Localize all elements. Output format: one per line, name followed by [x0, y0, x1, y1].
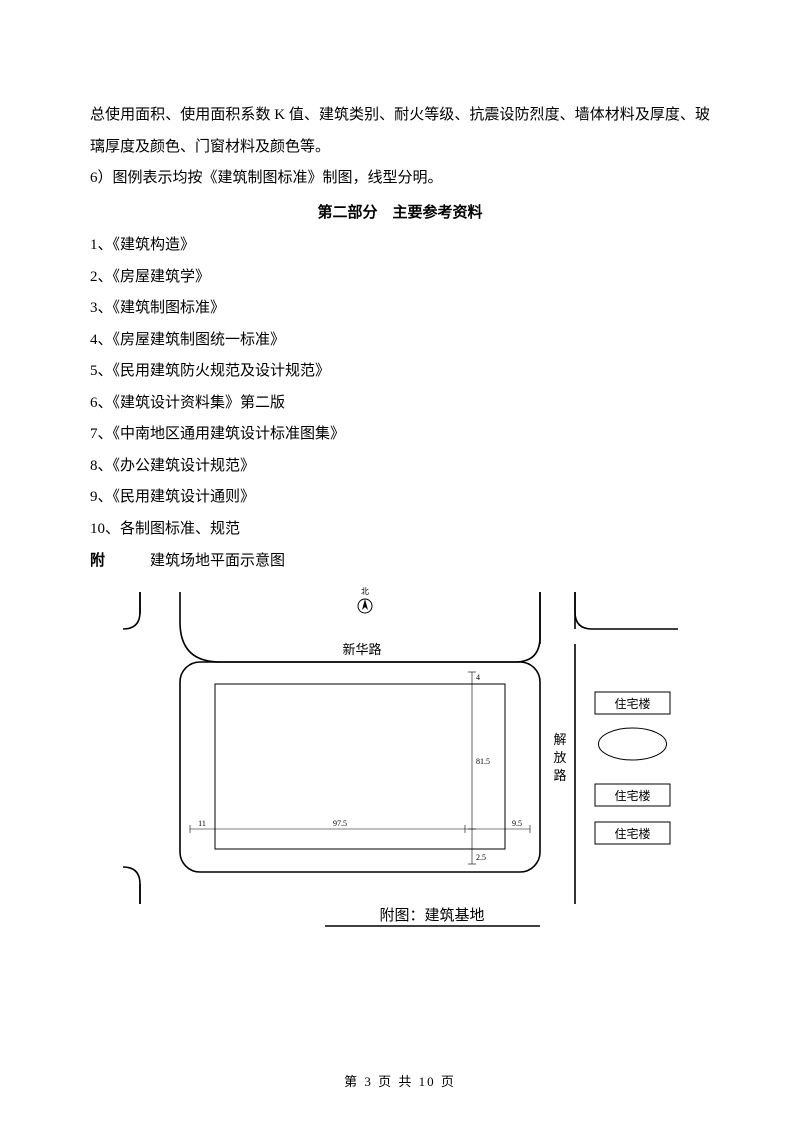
svg-text:97.5: 97.5: [333, 819, 347, 828]
svg-text:解: 解: [553, 732, 566, 747]
svg-text:北: 北: [361, 587, 369, 596]
reference-item: 5、《民用建筑防火规范及设计规范》: [90, 356, 710, 388]
svg-text:住宅楼: 住宅楼: [614, 696, 650, 711]
svg-text:9.5: 9.5: [512, 819, 522, 828]
appendix-bold: 附: [90, 552, 105, 569]
reference-item: 1、《建筑构造》: [90, 230, 710, 262]
reference-item: 3、《建筑制图标准》: [90, 293, 710, 325]
svg-text:路: 路: [553, 768, 566, 783]
svg-text:放: 放: [553, 750, 566, 765]
reference-item: 9、《民用建筑设计通则》: [90, 482, 710, 514]
svg-text:附图：建筑基地: 附图：建筑基地: [379, 907, 484, 924]
appendix-rest: 建筑场地平面示意图: [105, 553, 285, 569]
svg-text:住宅楼: 住宅楼: [614, 788, 650, 803]
svg-text:81.5: 81.5: [476, 757, 490, 766]
paragraph-2: 6）图例表示均按《建筑制图标准》制图，线型分明。: [90, 163, 710, 195]
svg-text:11: 11: [198, 819, 206, 828]
reference-item: 2、《房屋建筑学》: [90, 262, 710, 294]
svg-text:新华路: 新华路: [342, 642, 381, 657]
reference-item: 4、《房屋建筑制图统一标准》: [90, 325, 710, 357]
svg-text:住宅楼: 住宅楼: [614, 826, 650, 841]
svg-text:4: 4: [476, 673, 480, 682]
reference-item: 8、《办公建筑设计规范》: [90, 451, 710, 483]
reference-item: 10、各制图标准、规范: [90, 514, 710, 546]
paragraph-1: 总使用面积、使用面积系数 K 值、建筑类别、耐火等级、抗震设防烈度、墙体材料及厚…: [90, 100, 710, 163]
page-footer: 第 3 页 共 10 页: [0, 1071, 800, 1090]
section-title: 第二部分 主要参考资料: [90, 197, 710, 229]
reference-item: 7、《中南地区通用建筑设计标准图集》: [90, 419, 710, 451]
site-plan-diagram: 1197.59.5481.52.5北新华路解放路住宅楼住宅楼住宅楼附图：建筑基地: [120, 584, 680, 959]
svg-text:2.5: 2.5: [476, 853, 486, 862]
appendix-line: 附 建筑场地平面示意图: [90, 545, 710, 578]
reference-item: 6、《建筑设计资料集》第二版: [90, 388, 710, 420]
